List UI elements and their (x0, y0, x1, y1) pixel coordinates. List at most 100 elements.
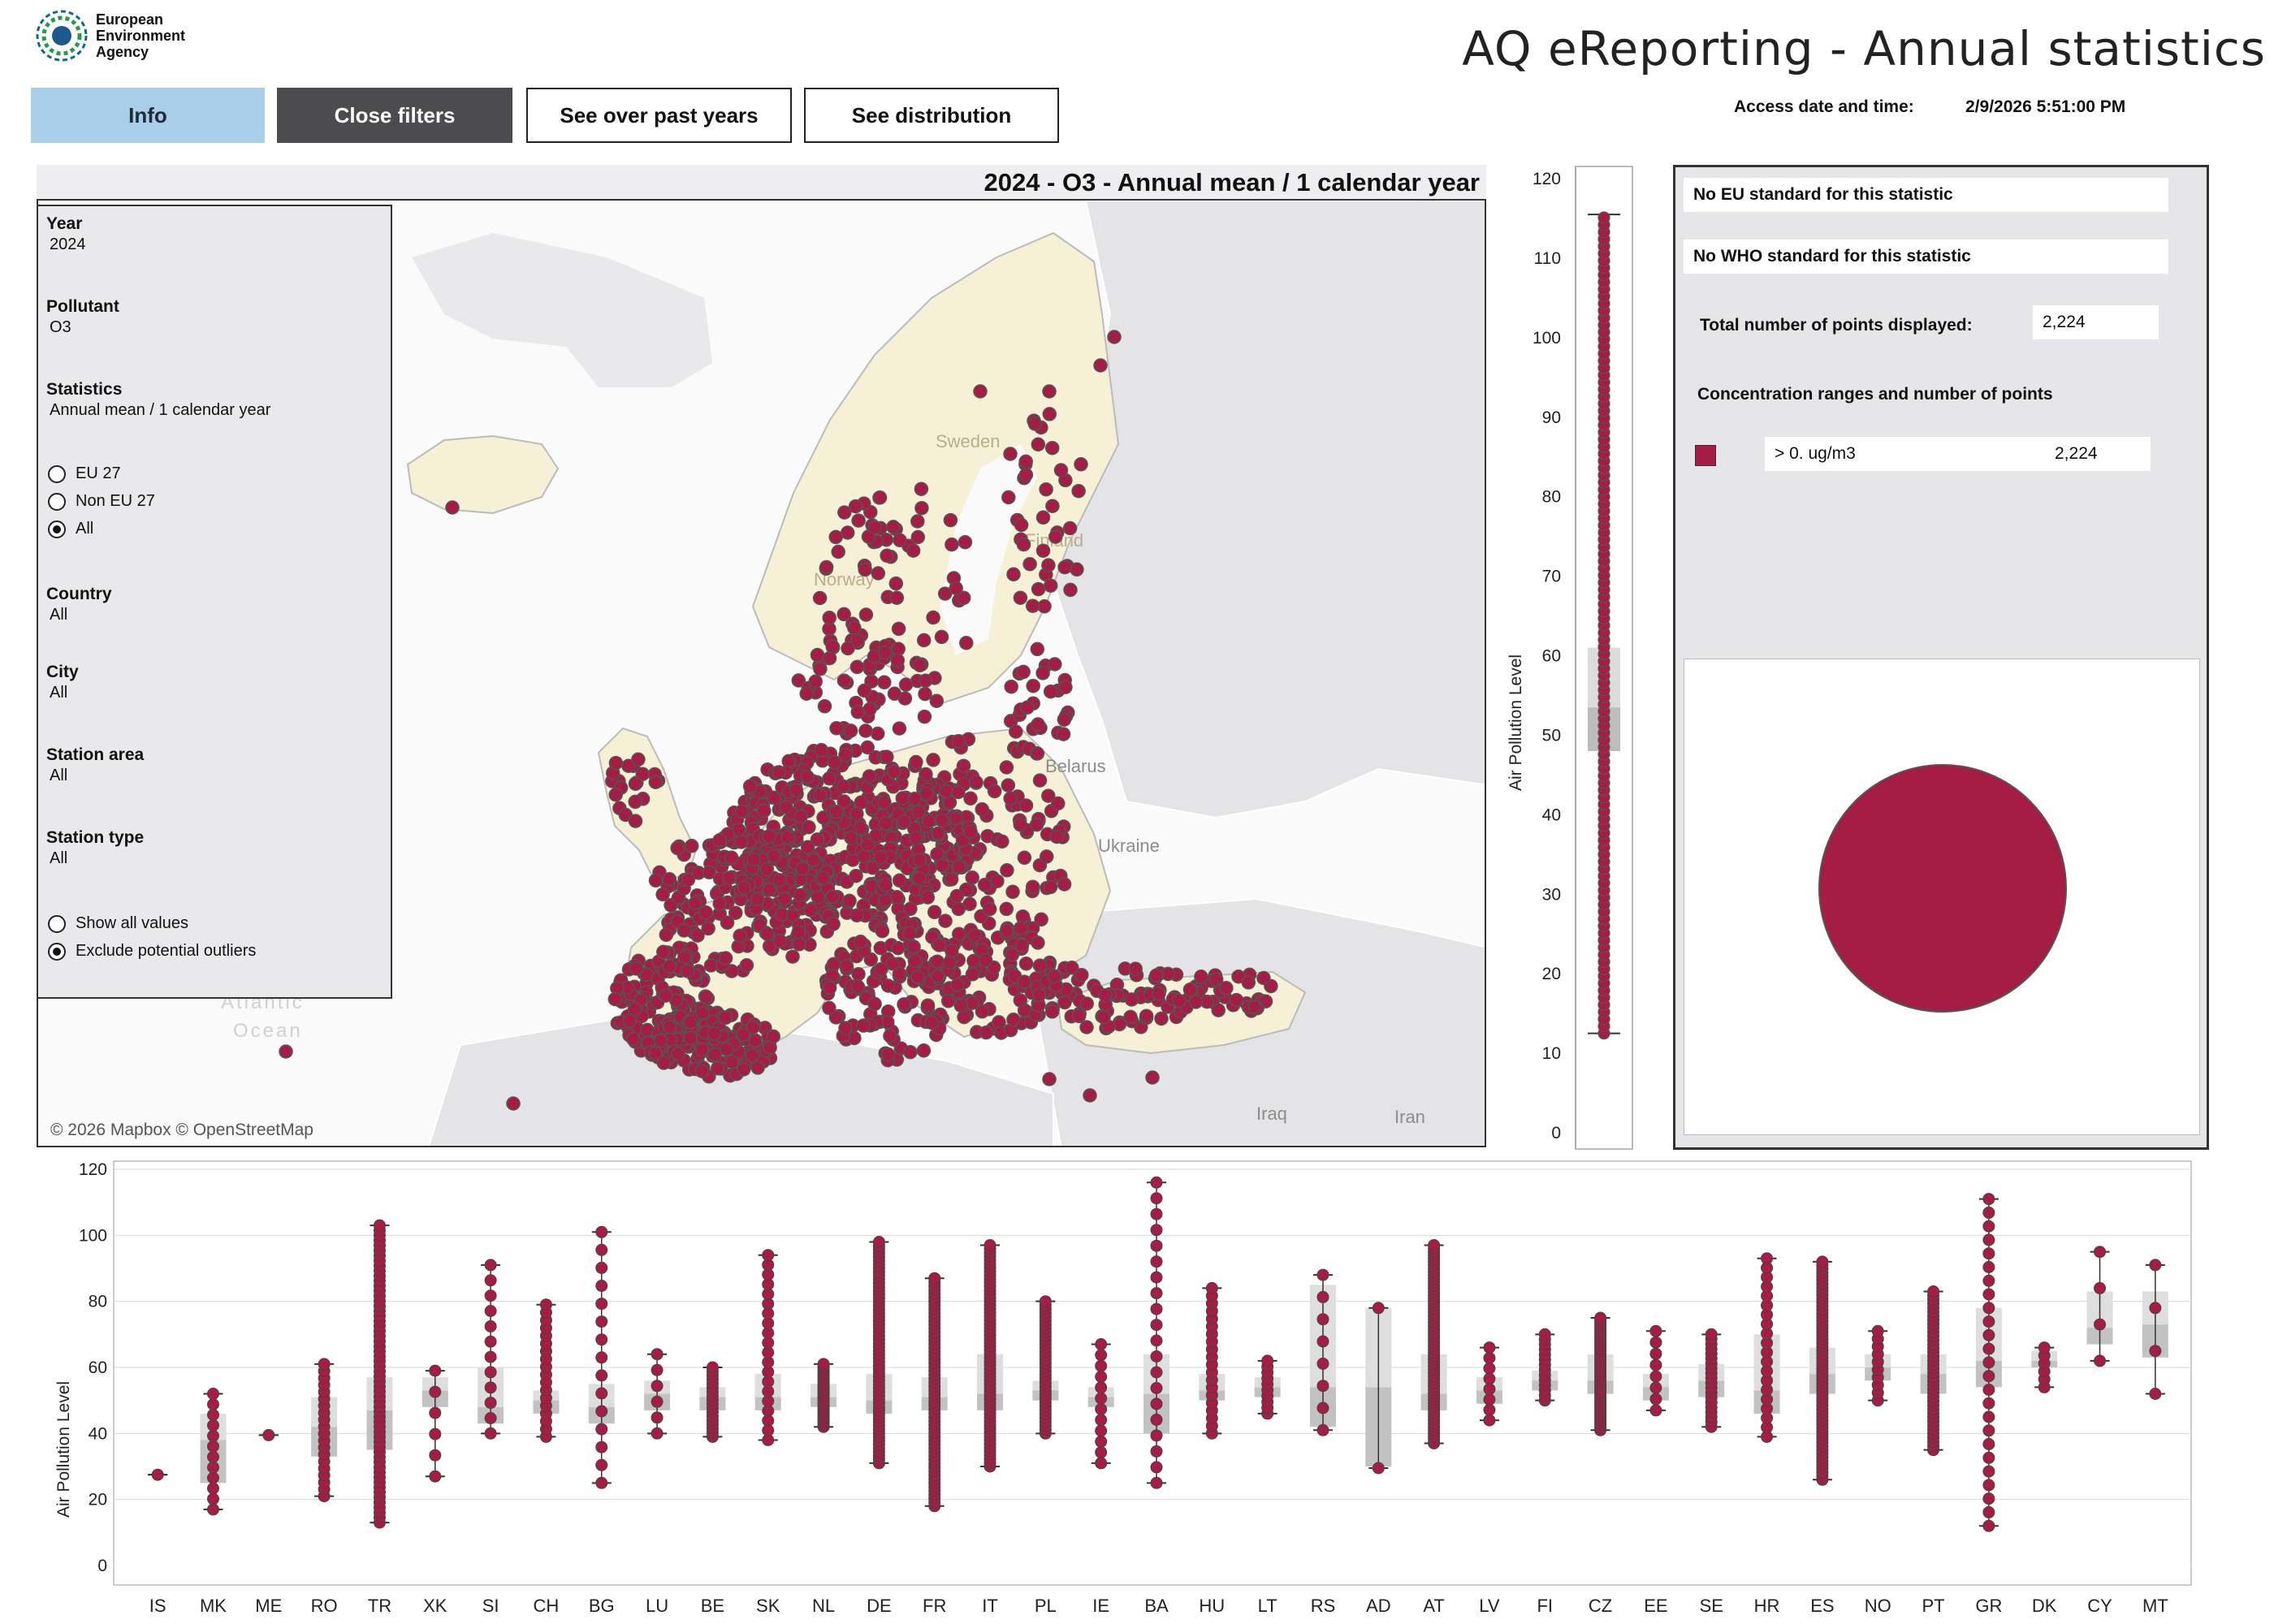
see-distribution-button[interactable]: See distribution (804, 88, 1059, 143)
station-point[interactable] (656, 1056, 672, 1070)
station-point[interactable] (677, 923, 691, 938)
station-point[interactable] (279, 1044, 293, 1059)
data-point[interactable] (1095, 1402, 1108, 1415)
station-point[interactable] (1031, 717, 1045, 732)
station-point[interactable] (842, 893, 857, 909)
station-point[interactable] (1017, 850, 1032, 866)
data-point[interactable] (595, 1351, 608, 1364)
data-point[interactable] (2149, 1302, 2162, 1315)
station-point[interactable] (1051, 796, 1066, 811)
data-point[interactable] (651, 1395, 664, 1408)
station-point[interactable] (829, 804, 844, 819)
station-point[interactable] (862, 769, 877, 784)
station-point[interactable] (958, 534, 973, 550)
station-point[interactable] (838, 1021, 853, 1035)
data-point[interactable] (1150, 1287, 1163, 1300)
box-dk[interactable] (2031, 1341, 2058, 1393)
data-point[interactable] (1483, 1414, 1496, 1427)
station-point[interactable] (953, 998, 968, 1013)
station-point[interactable] (908, 831, 923, 845)
station-point[interactable] (795, 862, 810, 876)
data-point[interactable] (1982, 1220, 1995, 1233)
station-point[interactable] (880, 548, 894, 564)
station-point[interactable] (959, 636, 974, 650)
data-point[interactable] (2094, 1246, 2107, 1259)
box-lv[interactable] (1476, 1341, 1502, 1427)
station-point[interactable] (1172, 993, 1187, 1009)
station-point[interactable] (897, 997, 911, 1012)
station-point[interactable] (935, 813, 949, 827)
data-point[interactable] (484, 1381, 497, 1394)
station-point[interactable] (1043, 879, 1058, 895)
radio-dot-selected[interactable] (48, 520, 66, 538)
station-point[interactable] (868, 828, 884, 844)
station-point[interactable] (1001, 778, 1016, 793)
radio-non-eu27[interactable]: Non EU 27 (48, 492, 155, 511)
station-point[interactable] (721, 870, 737, 885)
box-si[interactable] (478, 1259, 504, 1440)
station-point[interactable] (829, 721, 844, 736)
station-point[interactable] (648, 873, 664, 888)
station-point[interactable] (898, 677, 914, 692)
radio-exclude-outliers[interactable]: Exclude potential outliers (48, 942, 256, 961)
station-point[interactable] (851, 513, 866, 528)
station-point[interactable] (1043, 578, 1058, 593)
station-point[interactable] (1039, 849, 1054, 864)
data-point[interactable] (1095, 1359, 1108, 1372)
station-point[interactable] (1006, 1013, 1021, 1027)
station-point[interactable] (839, 959, 854, 974)
data-point[interactable] (1483, 1393, 1496, 1406)
station-point[interactable] (654, 1033, 668, 1048)
box-nl[interactable] (811, 1358, 837, 1433)
data-point[interactable] (1871, 1324, 1884, 1337)
station-point[interactable] (850, 908, 864, 923)
station-point[interactable] (963, 824, 978, 840)
station-point[interactable] (789, 783, 804, 797)
station-point[interactable] (1030, 746, 1045, 761)
station-point[interactable] (712, 896, 727, 911)
station-point[interactable] (836, 779, 851, 794)
data-point[interactable] (1982, 1465, 1995, 1478)
station-point[interactable] (815, 870, 831, 885)
station-point[interactable] (656, 944, 671, 960)
station-map[interactable]: Sweden Finland Norway Belarus Ukraine At… (37, 199, 1486, 1147)
station-point[interactable] (975, 801, 989, 817)
station-point[interactable] (930, 954, 945, 969)
station-point[interactable] (850, 806, 864, 821)
data-point[interactable] (595, 1387, 608, 1400)
station-point[interactable] (813, 788, 828, 803)
station-point[interactable] (1128, 961, 1143, 976)
station-point[interactable] (757, 803, 772, 818)
station-point[interactable] (893, 533, 907, 548)
station-point[interactable] (895, 791, 910, 806)
data-point[interactable] (151, 1468, 164, 1481)
station-point[interactable] (825, 889, 840, 905)
station-point[interactable] (826, 917, 841, 931)
station-point[interactable] (995, 834, 1009, 849)
station-point[interactable] (920, 890, 936, 905)
data-point[interactable] (1095, 1338, 1108, 1350)
station-point[interactable] (848, 499, 863, 514)
data-point[interactable] (206, 1492, 219, 1505)
station-point[interactable] (914, 500, 929, 516)
station-point[interactable] (635, 767, 651, 782)
station-point[interactable] (1015, 909, 1031, 924)
see-past-years-button[interactable]: See over past years (526, 88, 792, 143)
data-point[interactable] (1095, 1457, 1108, 1470)
station-point[interactable] (1047, 969, 1062, 983)
station-point[interactable] (847, 620, 862, 635)
data-point[interactable] (595, 1333, 608, 1346)
station-point[interactable] (917, 709, 932, 724)
station-point[interactable] (1074, 967, 1089, 983)
station-point[interactable] (759, 862, 775, 877)
station-point[interactable] (877, 795, 892, 810)
station-point[interactable] (1229, 992, 1244, 1008)
station-point[interactable] (1074, 457, 1088, 472)
station-point[interactable] (949, 810, 964, 826)
station-point[interactable] (937, 586, 953, 601)
radio-show-all-values[interactable]: Show all values (48, 914, 188, 933)
data-point[interactable] (595, 1476, 608, 1489)
station-point[interactable] (850, 979, 866, 994)
data-point[interactable] (1982, 1424, 1995, 1437)
station-point[interactable] (733, 928, 747, 944)
